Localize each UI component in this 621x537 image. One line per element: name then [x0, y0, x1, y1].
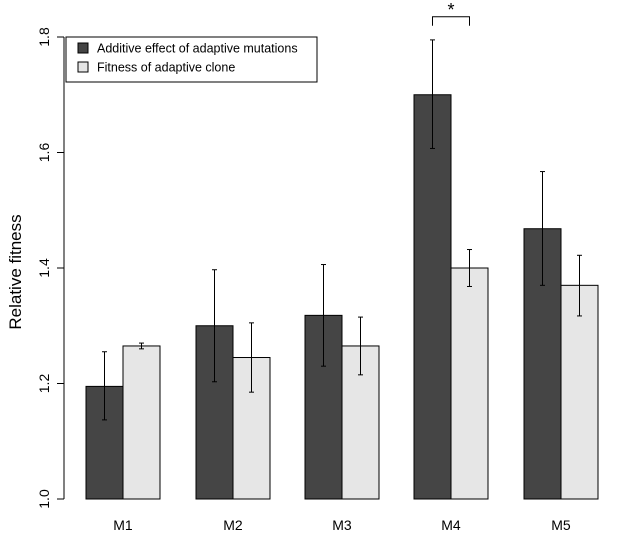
legend: Additive effect of adaptive mutations Fit…: [65, 36, 318, 83]
y-tick-label: 1.2: [36, 374, 52, 394]
x-tick-label: M3: [332, 517, 352, 533]
x-tick-label: M2: [223, 517, 243, 533]
y-tick-label: 1.6: [36, 143, 52, 163]
y-tick-label: 1.0: [36, 489, 52, 509]
annotations: *: [432, 0, 470, 26]
bar: [560, 284, 599, 500]
y-axis: 1.0 1.2 1.4 1.6 1.8: [36, 27, 65, 509]
legend-box: [65, 36, 318, 83]
x-axis-labels: M1 M2 M3 M4 M5: [113, 517, 571, 533]
significance-bracket: [432, 16, 470, 26]
x-tick-label: M1: [113, 517, 133, 533]
x-tick-label: M5: [551, 517, 571, 533]
legend-label: Fitness of adaptive clone: [97, 60, 235, 74]
y-tick-label: 1.4: [36, 258, 52, 278]
legend-swatch: [77, 61, 89, 73]
legend-label: Additive effect of adaptive mutations: [97, 41, 298, 55]
bar: [122, 345, 161, 500]
bar: [413, 94, 452, 500]
bars: [85, 94, 599, 500]
y-axis-title: Relative fitness: [6, 214, 25, 329]
significance-label: *: [447, 0, 454, 20]
x-tick-label: M4: [441, 517, 461, 533]
legend-swatch: [77, 42, 89, 54]
y-tick-label: 1.8: [36, 27, 52, 47]
error-bars: [102, 39, 582, 421]
bar: [450, 267, 489, 500]
